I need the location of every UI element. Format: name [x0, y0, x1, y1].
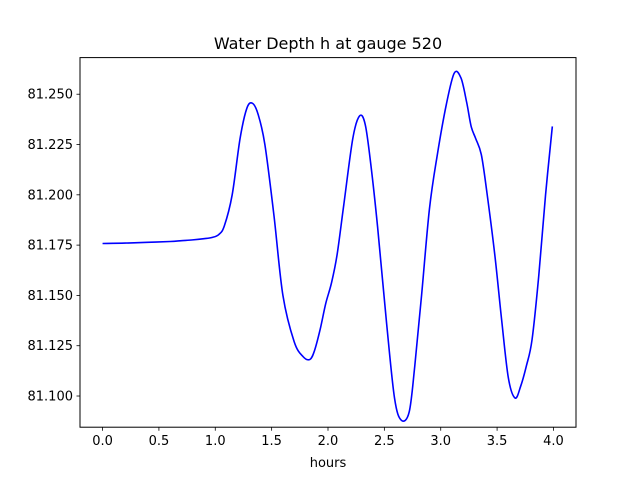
- y-tick-label: 81.250: [28, 88, 74, 103]
- y-tick-label: 81.100: [28, 390, 74, 405]
- x-tick-label: 1.0: [205, 434, 226, 449]
- x-tick-label: 2.0: [318, 434, 339, 449]
- x-tick-label: 3.5: [487, 434, 508, 449]
- x-tick-label: 2.5: [374, 434, 395, 449]
- y-tick-label: 81.150: [28, 289, 74, 304]
- x-tick-label: 0.5: [149, 434, 170, 449]
- y-tick-label: 81.175: [28, 239, 74, 254]
- series-line-water-depth: [102, 70, 554, 422]
- y-tick-label: 81.200: [28, 188, 74, 203]
- axes-ticks: 0.0 0.5 1.0 1.5 2.0 2.5 3.0 3.5 4.0 81.100 81.125 8…: [28, 88, 564, 449]
- x-tick-label: 1.5: [261, 434, 282, 449]
- y-tick-label: 81.225: [28, 138, 74, 153]
- x-tick-label: 3.0: [430, 434, 451, 449]
- chart-title: Water Depth h at gauge 520: [214, 34, 442, 53]
- plot-area: [102, 70, 554, 422]
- axes-frame: [79, 57, 577, 428]
- y-tick-label: 81.125: [28, 339, 74, 354]
- x-axis-label: hours: [310, 456, 347, 471]
- x-tick-label: 4.0: [543, 434, 564, 449]
- x-tick-label: 0.0: [92, 434, 113, 449]
